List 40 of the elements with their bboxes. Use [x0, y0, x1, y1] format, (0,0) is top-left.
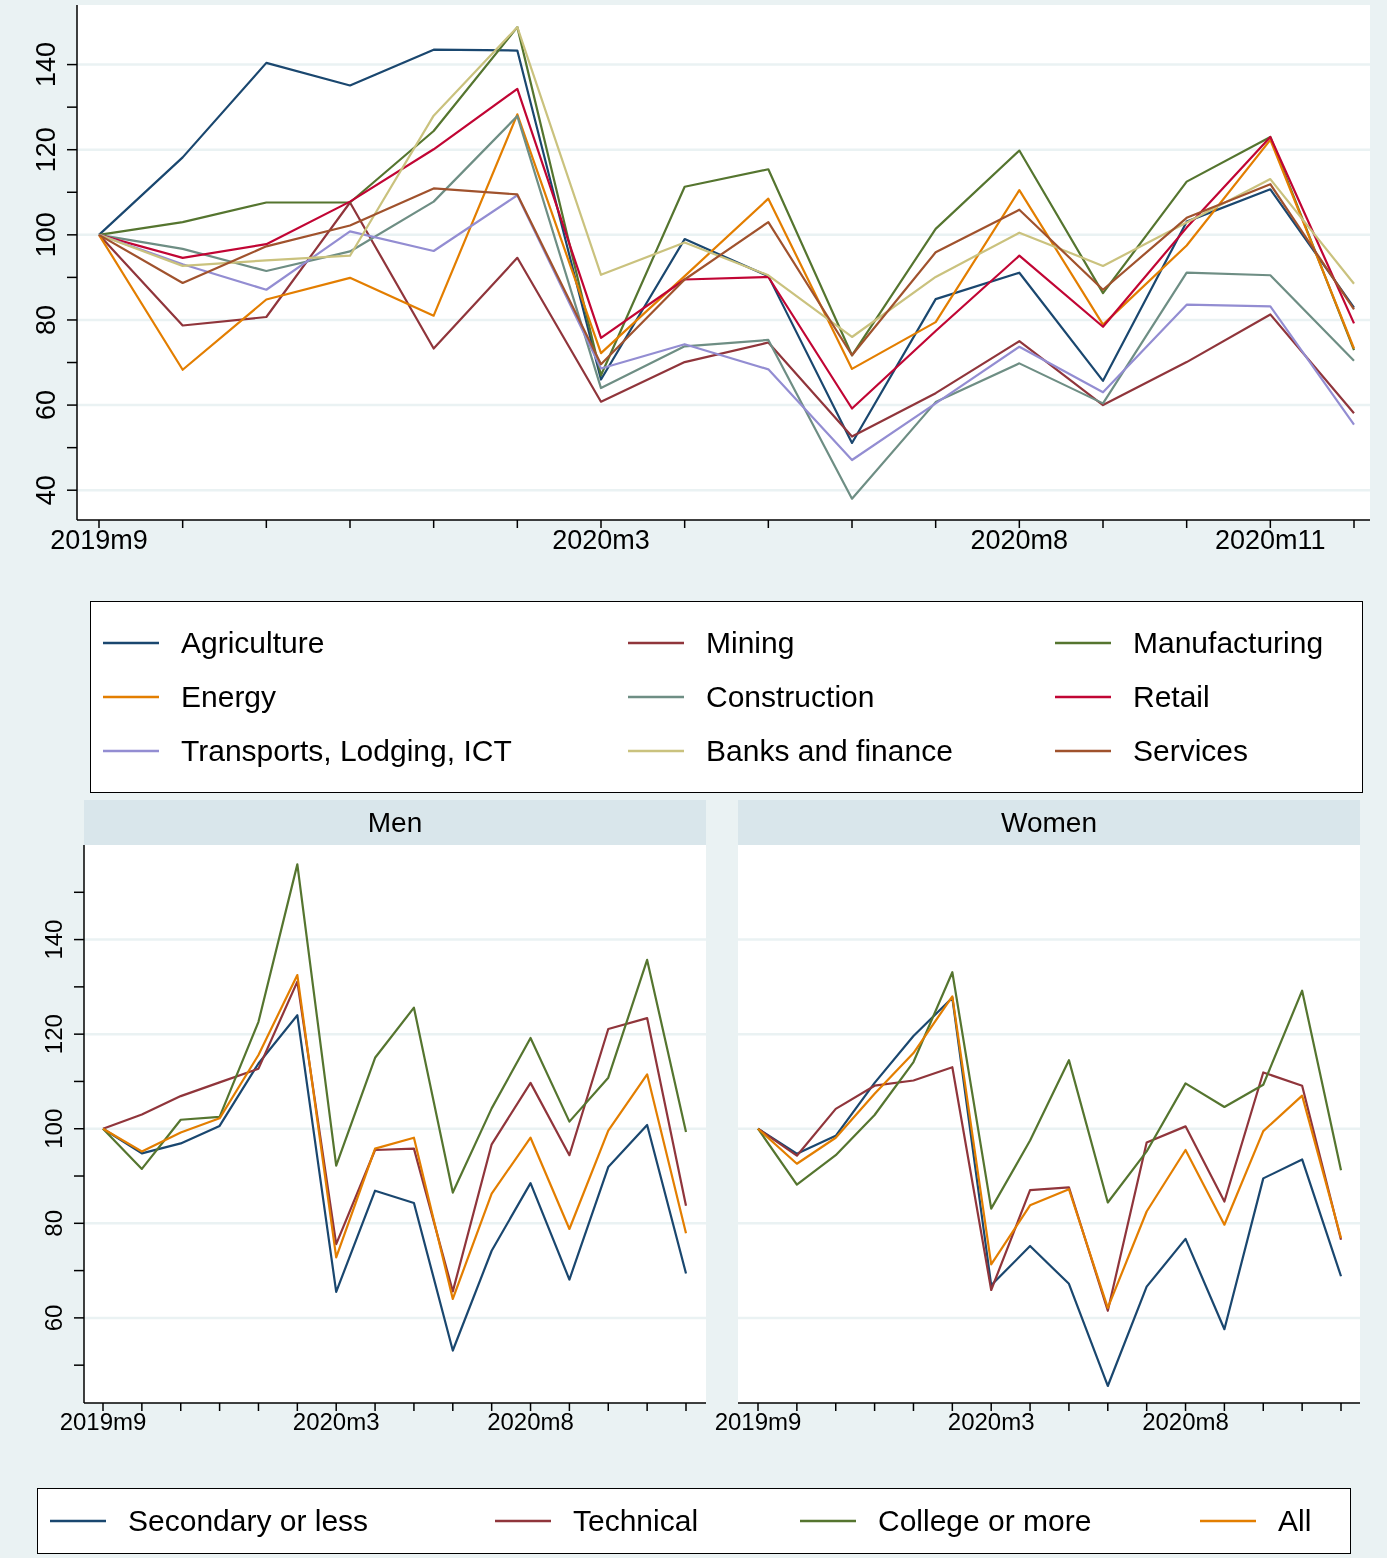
x-tick-label: 2020m8: [970, 525, 1069, 556]
x-tick-label: 2019m9: [59, 1408, 147, 1436]
y-tick-label: 100: [40, 1108, 67, 1149]
y-tick-label: 80: [40, 1209, 67, 1237]
legend-label: Manufacturing: [1133, 626, 1324, 660]
y-tick-label: 140: [40, 919, 67, 960]
legend-label: All: [1278, 1504, 1312, 1538]
legend-label: Retail: [1133, 680, 1210, 714]
x-tick-label: 2020m8: [487, 1408, 574, 1436]
x-tick-label: 2020m3: [292, 1408, 380, 1436]
y-tick-label: 60: [40, 1304, 67, 1332]
x-tick-label: 2020m3: [947, 1408, 1035, 1436]
x-tick-label: 2020m8: [1142, 1408, 1229, 1436]
legend-label: Transports, Lodging, ICT: [181, 734, 512, 768]
legend-label: Services: [1133, 734, 1249, 768]
y-tick-label: 140: [31, 42, 61, 88]
y-tick-label: 120: [40, 1014, 67, 1055]
line-series: [97, 113, 1356, 371]
legend-label: Construction: [706, 680, 875, 714]
line-series: [97, 183, 1356, 366]
legend-label: Mining: [706, 626, 795, 660]
legend-label: College or more: [878, 1504, 1092, 1538]
line-series: [101, 863, 688, 1194]
y-tick-label: 120: [31, 127, 61, 173]
y-tick-label: 60: [31, 390, 61, 421]
legend-label: Secondary or less: [128, 1504, 369, 1538]
chart-title: Men: [84, 800, 706, 845]
y-tick-label: 100: [31, 212, 61, 258]
x-tick-label: 2019m9: [50, 525, 148, 556]
legend-label: Banks and finance: [706, 734, 953, 768]
x-tick-label: 2020m11: [1215, 525, 1326, 556]
legend-label: Technical: [573, 1504, 699, 1538]
y-tick-label: 40: [31, 475, 61, 506]
legend-label: Energy: [181, 680, 277, 714]
y-tick-label: 80: [31, 304, 61, 335]
legend-label: Agriculture: [181, 626, 325, 660]
x-tick-label: 2019m9: [714, 1408, 802, 1436]
chart-title: Women: [738, 800, 1360, 845]
line-series: [97, 48, 1356, 445]
x-tick-label: 2020m3: [552, 525, 650, 556]
